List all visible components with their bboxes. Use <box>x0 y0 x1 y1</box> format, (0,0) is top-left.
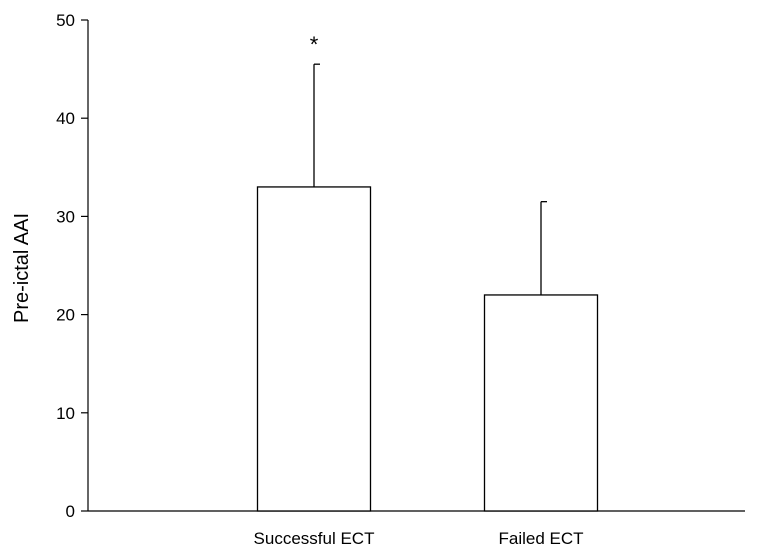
bar-group: Failed ECT <box>483 201 599 547</box>
labels-group: Pre-ictal AAI <box>11 213 33 323</box>
bar <box>256 186 372 512</box>
y-tick-label: 40 <box>56 109 75 128</box>
y-tick-label: 30 <box>56 207 75 226</box>
y-axis-label: Pre-ictal AAI <box>11 213 33 323</box>
y-tick-label: 0 <box>66 502 75 521</box>
bar-group: Successful ECT * <box>254 32 375 547</box>
x-category-label: Successful ECT <box>254 529 375 547</box>
x-category-label: Failed ECT <box>498 529 583 547</box>
axes: 0 10 20 30 40 50 <box>56 11 745 521</box>
significance-annotation: * <box>310 32 319 57</box>
bar <box>483 294 599 512</box>
y-tick-label: 10 <box>56 404 75 423</box>
y-tick-label: 20 <box>56 306 75 325</box>
bars-group: Successful ECT * Failed ECT <box>254 32 599 547</box>
y-tick-label: 50 <box>56 11 75 30</box>
